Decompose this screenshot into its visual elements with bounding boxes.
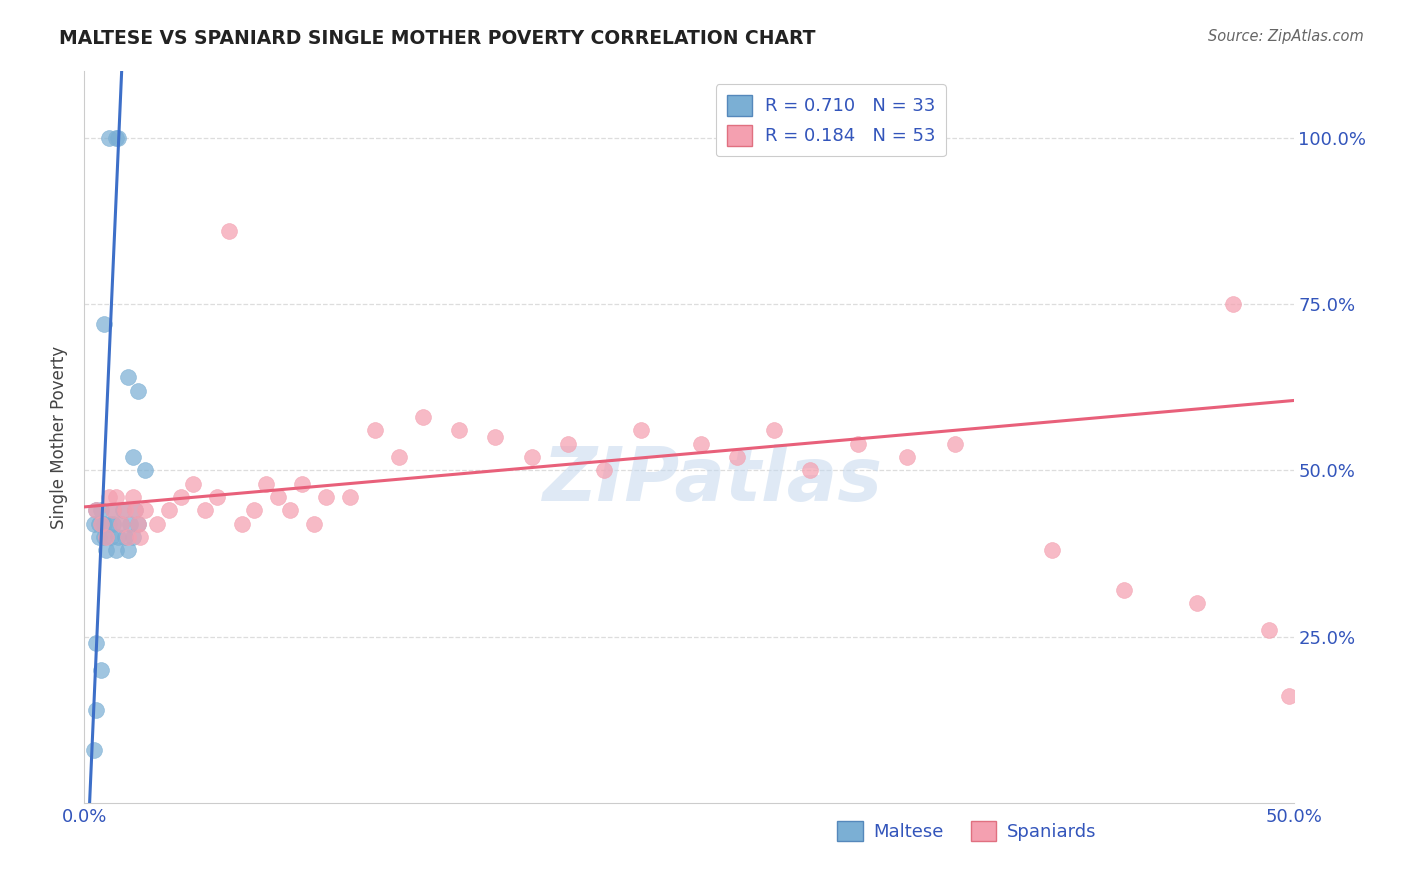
Point	[97, 516, 120, 531]
Point	[846, 436, 869, 450]
Point	[103, 503, 125, 517]
Point	[104, 131, 127, 145]
Point	[207, 490, 229, 504]
Y-axis label: Single Mother Poverty: Single Mother Poverty	[51, 345, 69, 529]
Point	[114, 530, 136, 544]
Point	[278, 503, 301, 517]
Point	[412, 410, 434, 425]
Point	[121, 530, 143, 544]
Point	[110, 516, 132, 531]
Point	[127, 516, 149, 531]
Point	[93, 530, 115, 544]
Point	[315, 490, 337, 504]
Point	[104, 490, 127, 504]
Point	[1222, 297, 1244, 311]
Point	[127, 384, 149, 398]
Point	[114, 503, 136, 517]
Point	[218, 224, 240, 238]
Point	[484, 430, 506, 444]
Point	[388, 450, 411, 464]
Point	[107, 131, 129, 145]
Point	[94, 530, 117, 544]
Point	[896, 450, 918, 464]
Point	[1258, 623, 1281, 637]
Point	[593, 463, 616, 477]
Point	[86, 503, 108, 517]
Point	[83, 742, 105, 756]
Point	[103, 503, 125, 517]
Point	[129, 530, 152, 544]
Point	[943, 436, 966, 450]
Point	[90, 663, 112, 677]
Point	[103, 516, 125, 531]
Point	[725, 450, 748, 464]
Point	[557, 436, 579, 450]
Text: Source: ZipAtlas.com: Source: ZipAtlas.com	[1208, 29, 1364, 44]
Point	[134, 503, 156, 517]
Point	[124, 503, 146, 517]
Point	[134, 463, 156, 477]
Point	[127, 516, 149, 531]
Point	[90, 503, 112, 517]
Point	[93, 317, 115, 331]
Point	[86, 703, 108, 717]
Point	[117, 370, 139, 384]
Point	[690, 436, 713, 450]
Point	[157, 503, 180, 517]
Point	[97, 131, 120, 145]
Point	[121, 450, 143, 464]
Legend: Maltese, Spaniards: Maltese, Spaniards	[830, 814, 1104, 848]
Point	[449, 424, 471, 438]
Point	[117, 543, 139, 558]
Point	[90, 516, 112, 531]
Point	[86, 503, 108, 517]
Point	[94, 543, 117, 558]
Point	[231, 516, 253, 531]
Point	[97, 490, 120, 504]
Point	[1040, 543, 1063, 558]
Point	[146, 516, 169, 531]
Point	[339, 490, 361, 504]
Point	[630, 424, 652, 438]
Point	[302, 516, 325, 531]
Point	[83, 516, 105, 531]
Point	[762, 424, 785, 438]
Point	[1278, 690, 1301, 704]
Point	[104, 543, 127, 558]
Point	[121, 490, 143, 504]
Text: ZIPatlas: ZIPatlas	[543, 444, 883, 517]
Point	[112, 503, 135, 517]
Point	[170, 490, 193, 504]
Point	[799, 463, 821, 477]
Point	[291, 476, 314, 491]
Point	[110, 516, 132, 531]
Point	[242, 503, 264, 517]
Point	[124, 503, 146, 517]
Point	[100, 530, 122, 544]
Point	[254, 476, 277, 491]
Point	[520, 450, 543, 464]
Point	[87, 530, 110, 544]
Point	[1185, 596, 1208, 610]
Point	[93, 516, 115, 531]
Text: MALTESE VS SPANIARD SINGLE MOTHER POVERTY CORRELATION CHART: MALTESE VS SPANIARD SINGLE MOTHER POVERT…	[59, 29, 815, 47]
Point	[86, 636, 108, 650]
Point	[107, 530, 129, 544]
Point	[194, 503, 217, 517]
Point	[87, 516, 110, 531]
Point	[117, 530, 139, 544]
Point	[267, 490, 290, 504]
Point	[363, 424, 385, 438]
Point	[181, 476, 204, 491]
Point	[1114, 582, 1136, 597]
Point	[120, 516, 142, 531]
